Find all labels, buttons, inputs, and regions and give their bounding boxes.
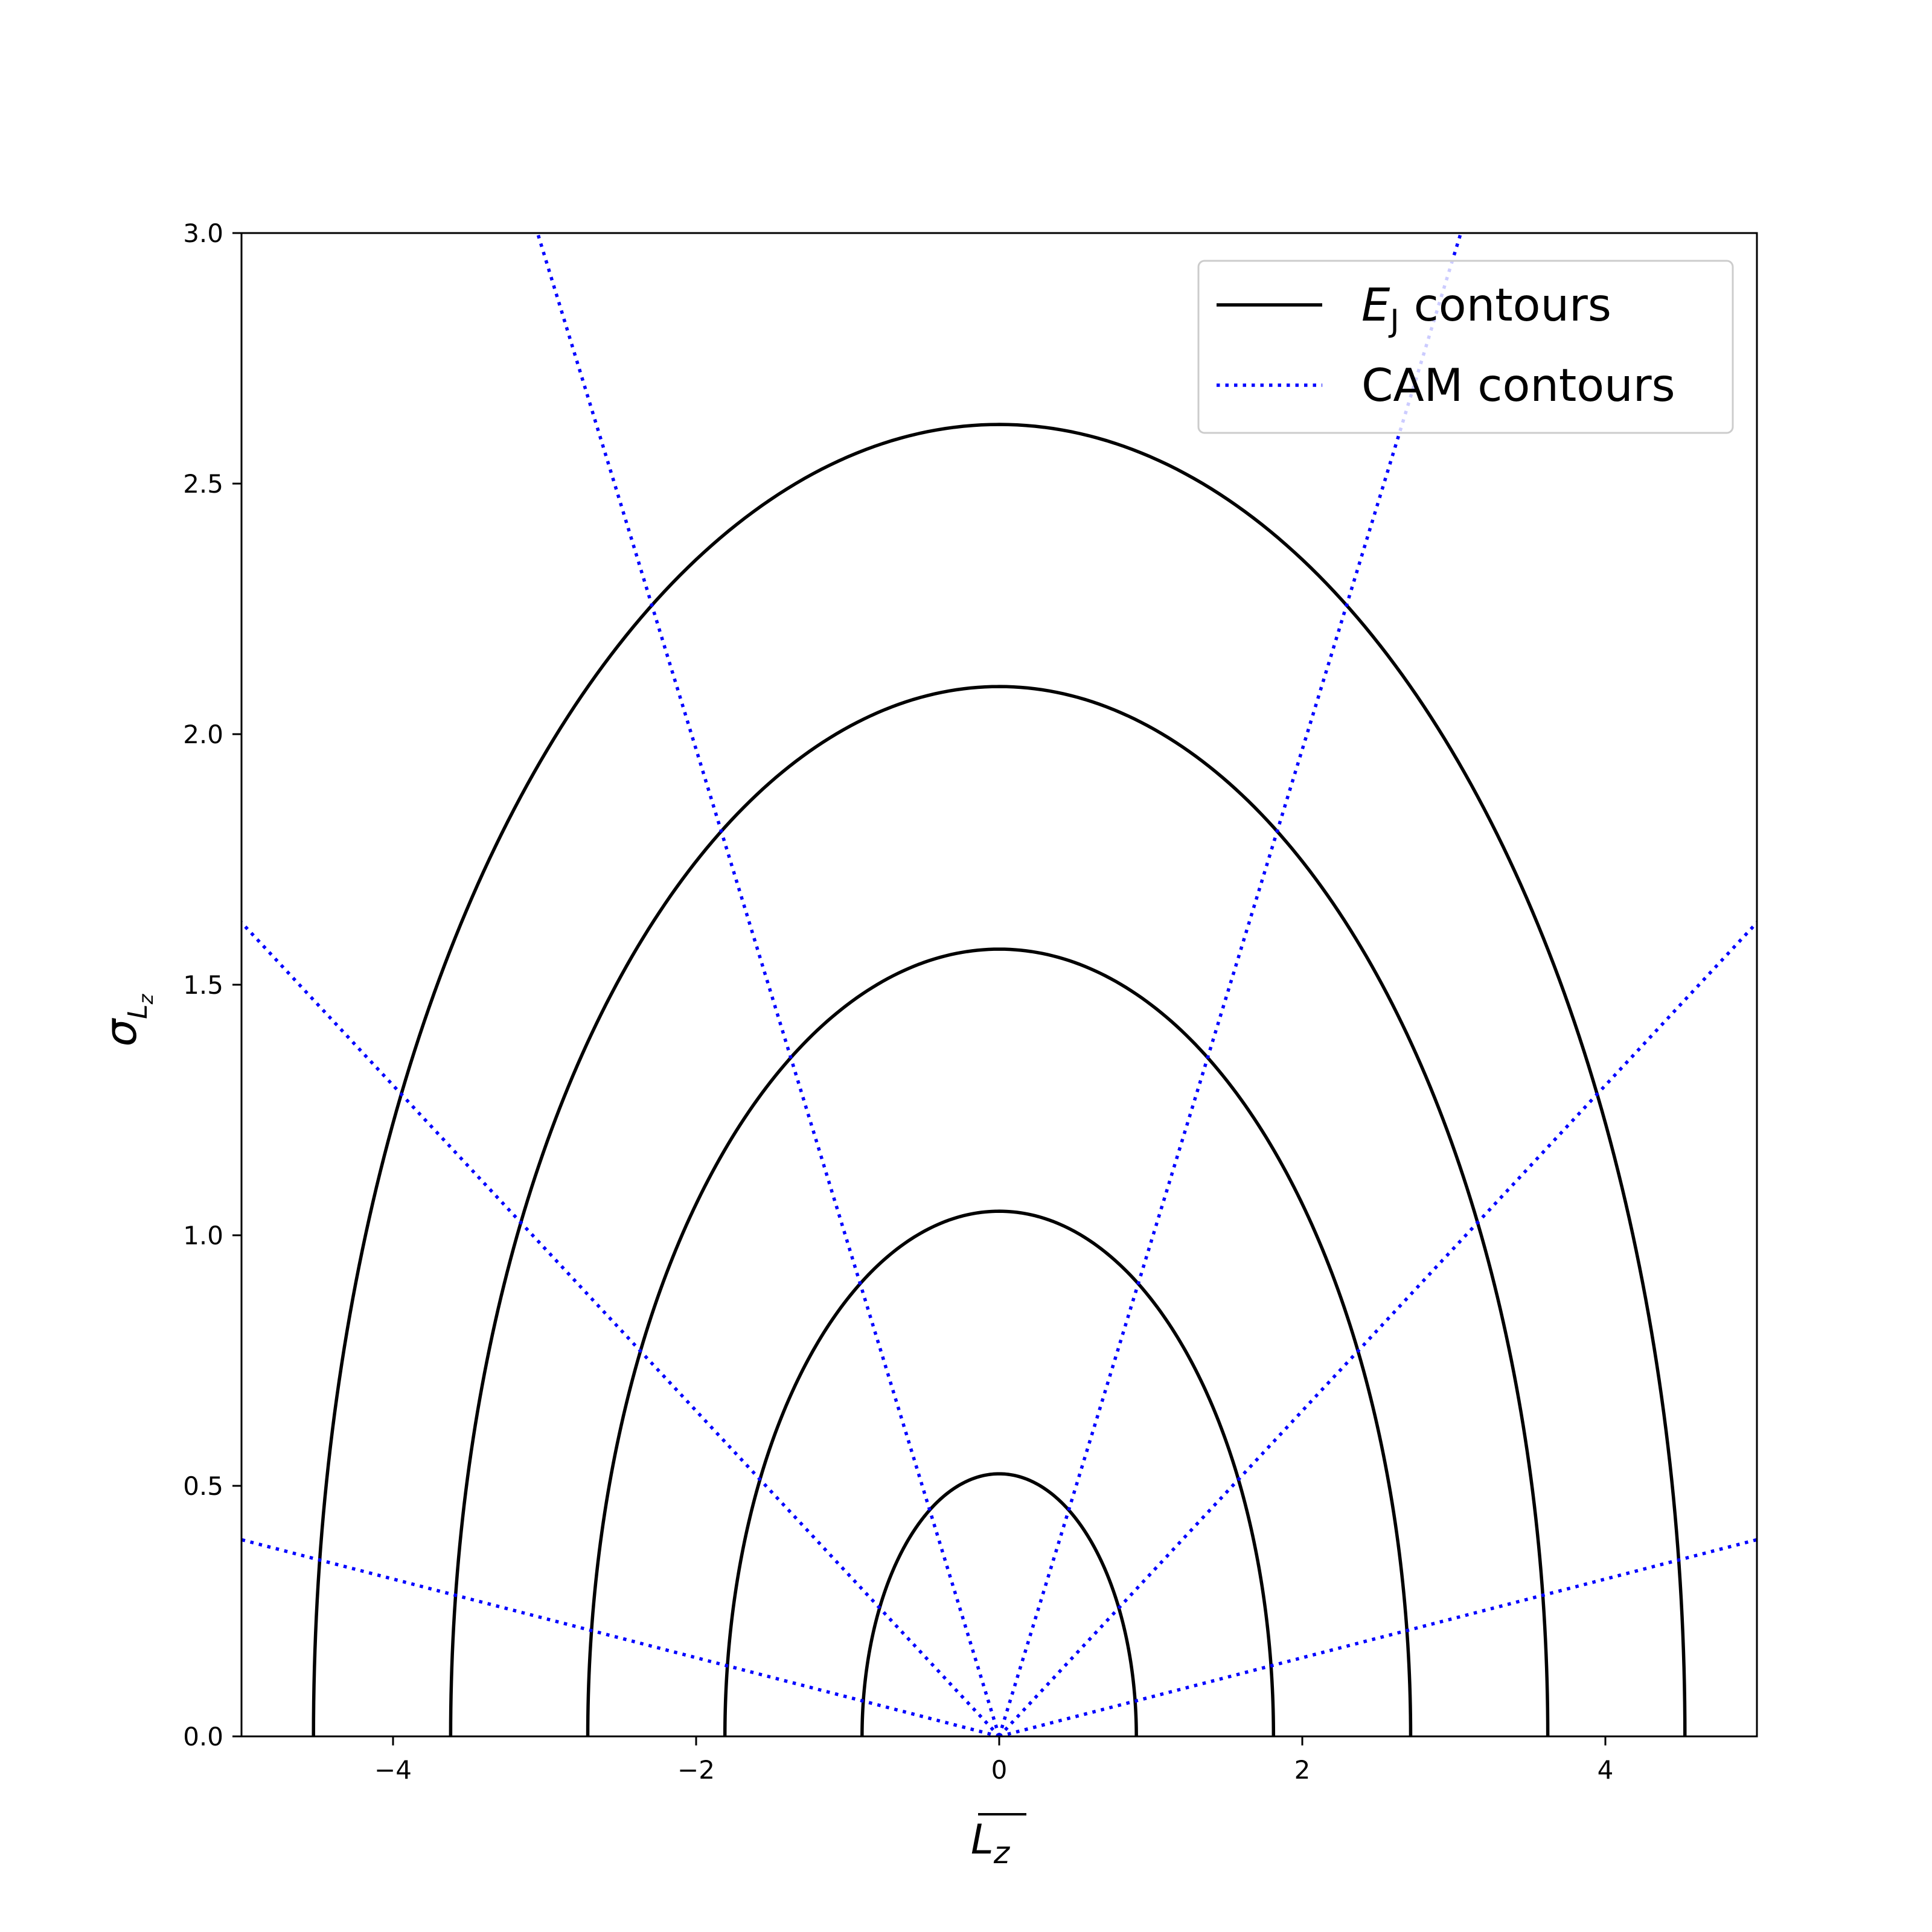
- y-tick-label: 3.0: [183, 219, 223, 248]
- y-tick-label: 0.5: [183, 1471, 223, 1501]
- y-tick-label: 1.0: [183, 1221, 223, 1250]
- cam-contour-2-right: [997, 920, 1757, 1736]
- legend-label-2: CAM contours: [1361, 359, 1675, 412]
- x-axis-label: Lz: [971, 1813, 1026, 1870]
- series-layer: [242, 233, 1757, 1736]
- x-tick-label: 0: [991, 1755, 1008, 1785]
- ej-contour-3: [586, 947, 1413, 1736]
- legend: EJ contours CAM contours: [1197, 260, 1734, 434]
- y-axis: 0.0 0.5 1.0 1.5 2.0 2.5 3.0: [183, 219, 242, 1751]
- ej-contour-5: [312, 423, 1687, 1736]
- x-tick-label: −4: [374, 1755, 412, 1785]
- x-axis: −4 −2 0 2 4: [374, 1736, 1613, 1785]
- legend-label-1: EJ contours: [1361, 278, 1611, 339]
- ej-contour-2: [723, 1209, 1276, 1736]
- y-tick-label: 2.0: [183, 720, 223, 749]
- ej-contour-1: [860, 1472, 1138, 1736]
- x-axis-label-text: Lz: [971, 1816, 1011, 1870]
- legend-box: [1197, 260, 1734, 434]
- y-tick-label: 1.5: [183, 970, 223, 1000]
- y-tick-label: 2.5: [183, 469, 223, 499]
- cam-contour-2-left: [242, 920, 1001, 1736]
- x-tick-label: 4: [1598, 1755, 1614, 1785]
- x-tick-label: −2: [677, 1755, 715, 1785]
- ej-contour-4: [449, 685, 1550, 1736]
- y-tick-label: 0.0: [183, 1722, 223, 1751]
- y-axis-label: σLz: [95, 993, 158, 1046]
- x-tick-label: 2: [1294, 1755, 1311, 1785]
- y-axis-label-text: σLz: [95, 993, 158, 1046]
